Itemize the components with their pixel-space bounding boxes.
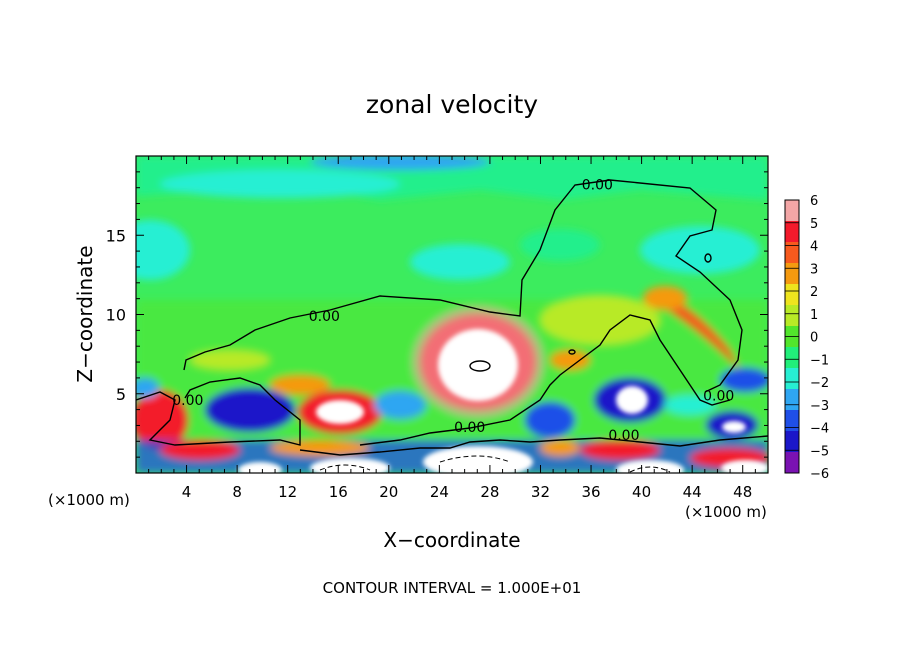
- colorbar-swatch: [785, 305, 799, 327]
- contour-label: 0.00: [454, 420, 485, 436]
- colorbar-label: −3: [810, 399, 829, 414]
- x-tick-label: 36: [581, 483, 600, 501]
- colorbar-label: 4: [810, 240, 818, 255]
- contour-label: 0.00: [608, 428, 639, 444]
- colorbar-label: 1: [810, 308, 818, 323]
- y-axis: 5 10 15: [106, 171, 768, 458]
- colorbar-label: 5: [810, 217, 818, 232]
- x-unit-right: (×1000 m): [685, 503, 767, 521]
- chart-title: zonal velocity: [366, 90, 538, 119]
- x-tick-label: 28: [480, 483, 499, 501]
- x-unit-left: (×1000 m): [48, 491, 130, 509]
- contour-label: 0.00: [703, 388, 734, 404]
- y-tick-label: 5: [116, 385, 126, 404]
- colorbar-swatch: [785, 368, 799, 390]
- contour-labels: 0.00 0.00 0.00 0.00 0.00 0.00: [172, 178, 734, 444]
- x-tick-label: 16: [329, 483, 348, 501]
- x-tick-label: 24: [430, 483, 449, 501]
- x-tick-label: 40: [632, 483, 651, 501]
- colorbar-label: −2: [810, 376, 829, 391]
- colorbar-label: −1: [810, 353, 829, 368]
- y-tick-label: 15: [106, 226, 126, 245]
- x-axis-label: X−coordinate: [383, 528, 520, 552]
- colorbar-label: 3: [810, 262, 818, 277]
- colorbar-swatch: [785, 284, 799, 306]
- colorbar-swatch: [785, 389, 799, 411]
- y-tick-label: 10: [106, 306, 126, 325]
- colorbar-swatch: [785, 347, 799, 369]
- colorbar-swatch: [785, 200, 799, 222]
- contour-label: 0.00: [582, 178, 613, 194]
- x-tick-label: 48: [733, 483, 752, 501]
- x-axis: 4 8 12 16 20 24 28 32 36 40 44 48: [148, 156, 756, 501]
- colorbar: 6 5 4 3 2 1 0 −1 −2 −3 −4 −5 −6: [784, 194, 829, 482]
- colorbar-swatch: [785, 410, 799, 432]
- colorbar-swatch: [785, 242, 799, 264]
- contour-label: 0.00: [172, 393, 203, 409]
- x-tick-label: 44: [683, 483, 702, 501]
- colorbar-label: 0: [810, 331, 818, 346]
- y-axis-label: Z−coordinate: [73, 245, 97, 382]
- x-tick-label: 32: [531, 483, 550, 501]
- colorbar-label: 2: [810, 285, 818, 300]
- colorbar-label: −6: [810, 467, 829, 482]
- x-tick-label: 4: [182, 483, 192, 501]
- contour-label: 0.00: [309, 309, 340, 325]
- x-tick-label: 20: [379, 483, 398, 501]
- x-tick-label: 12: [278, 483, 297, 501]
- colorbar-label: −5: [810, 444, 829, 459]
- colorbar-swatch: [785, 452, 799, 474]
- colorbar-swatch: [785, 263, 799, 285]
- heatmap-field: [136, 156, 768, 473]
- colorbar-label: 6: [810, 194, 818, 209]
- x-tick-label: 8: [232, 483, 242, 501]
- colorbar-swatch: [785, 431, 799, 453]
- contour-interval-note: CONTOUR INTERVAL = 1.000E+01: [323, 579, 582, 597]
- colorbar-label: −4: [810, 422, 829, 437]
- colorbar-swatch: [785, 221, 799, 243]
